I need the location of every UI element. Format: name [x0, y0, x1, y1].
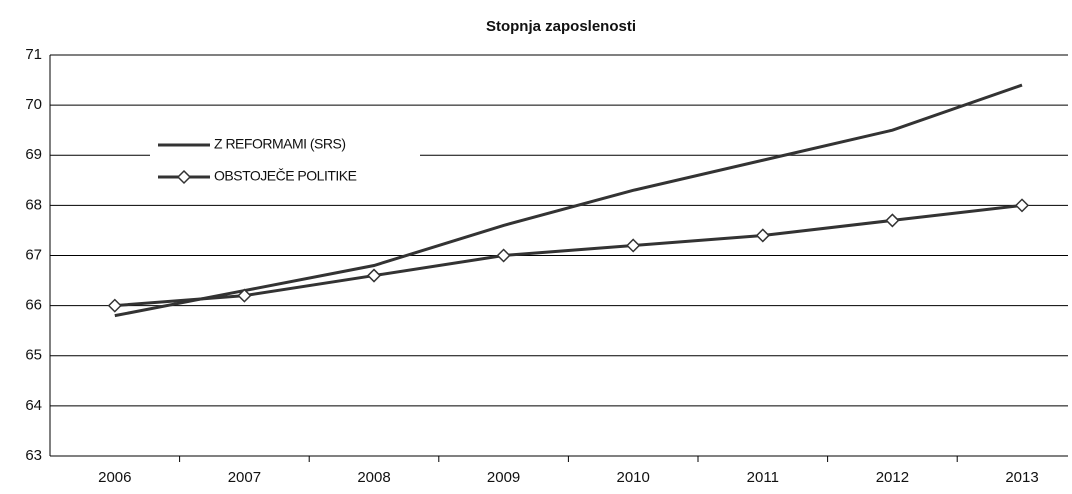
- x-tick-label: 2010: [617, 469, 650, 486]
- x-tick-label: 2013: [1005, 469, 1038, 486]
- y-tick-label: 69: [25, 146, 42, 163]
- y-tick-label: 67: [25, 246, 42, 263]
- series-line: [114, 203, 1023, 308]
- legend-label: Z REFORMAMI (SRS): [214, 136, 346, 152]
- x-tick-label: 2011: [747, 469, 779, 486]
- marker: [626, 238, 641, 253]
- marker: [496, 248, 511, 263]
- series-line: [114, 83, 1023, 318]
- y-tick-label: 66: [25, 297, 42, 314]
- chart-title: Stopnja zaposlenosti: [486, 18, 636, 35]
- x-tick-label: 2012: [876, 469, 909, 486]
- marker: [366, 268, 382, 283]
- y-tick-label: 64: [25, 397, 42, 414]
- marker: [1014, 198, 1030, 213]
- x-tick-label: 2006: [98, 469, 131, 486]
- y-tick-label: 65: [25, 347, 42, 364]
- y-tick-label: 71: [25, 46, 42, 63]
- y-tick-label: 68: [25, 196, 42, 213]
- x-tick-label: 2009: [487, 469, 520, 486]
- marker: [885, 213, 900, 228]
- x-tick-label: 2007: [228, 469, 261, 486]
- marker: [755, 228, 770, 243]
- legend-label: OBSTOJEČE POLITIKE: [214, 168, 357, 184]
- marker: [107, 298, 122, 313]
- marker: [237, 288, 252, 303]
- legend-box: [150, 128, 420, 194]
- legend-marker: [176, 169, 192, 185]
- y-tick-label: 70: [25, 96, 42, 113]
- y-tick-label: 63: [25, 447, 42, 464]
- x-tick-label: 2008: [357, 469, 390, 486]
